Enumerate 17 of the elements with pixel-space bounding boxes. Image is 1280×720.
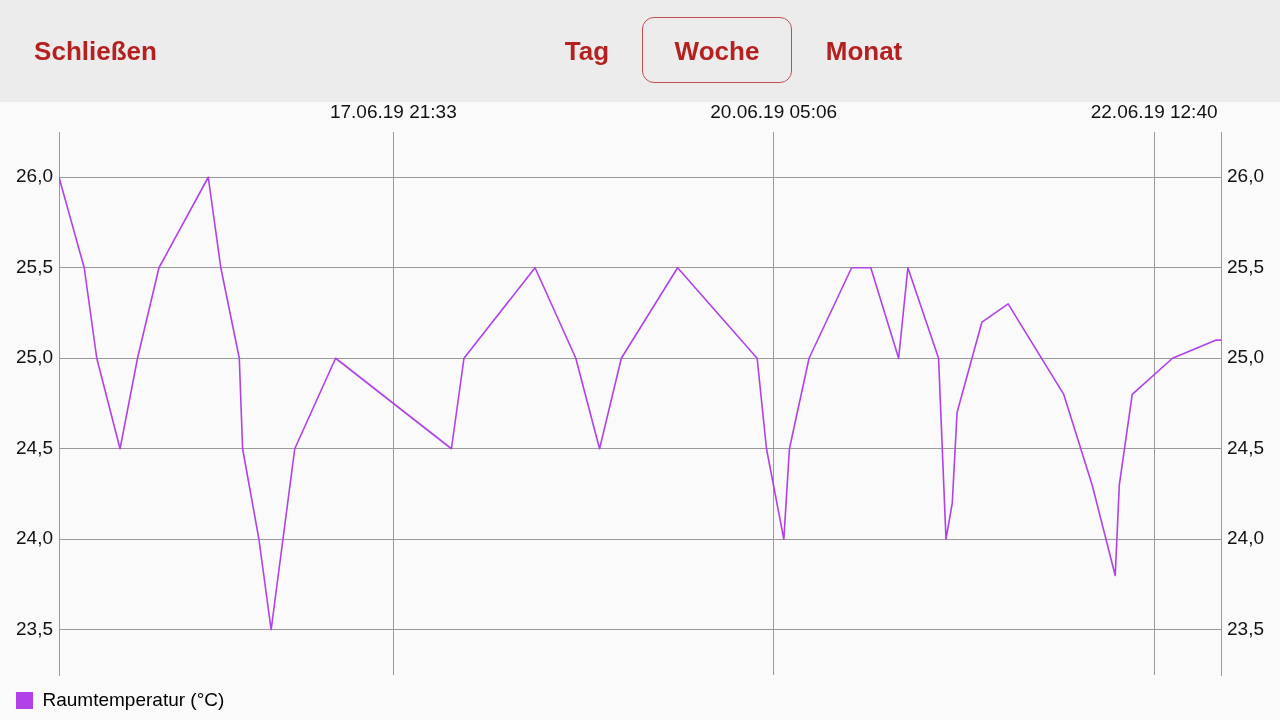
y-tick-label: 24,5 bbox=[16, 436, 53, 458]
x-tick-label: 22.06.19 12:40 bbox=[1090, 100, 1218, 122]
y2-tick-label: 25,5 bbox=[1227, 255, 1264, 277]
x-tick-label: 20.06.19 05:06 bbox=[710, 100, 838, 122]
y-tick-label: 26,0 bbox=[16, 165, 53, 187]
toolbar: Schließen Tag Woche Monat bbox=[0, 0, 1280, 102]
y-tick-label: 23,5 bbox=[16, 617, 53, 639]
y2-tick-label: 24,5 bbox=[1227, 436, 1264, 458]
y2-tick-label: 26,0 bbox=[1227, 165, 1264, 187]
x-tick-label: 17.06.19 21:33 bbox=[329, 100, 457, 122]
y2-tick-label: 25,0 bbox=[1227, 346, 1264, 368]
y2-tick-label: 24,0 bbox=[1227, 527, 1264, 549]
y-tick-label: 25,0 bbox=[16, 346, 53, 368]
y2-tick-label: 23,5 bbox=[1227, 617, 1264, 639]
y-tick-label: 25,5 bbox=[16, 255, 53, 277]
legend-label: Raumtemperatur (°C) bbox=[42, 688, 225, 710]
y-tick-label: 24,0 bbox=[16, 527, 53, 549]
